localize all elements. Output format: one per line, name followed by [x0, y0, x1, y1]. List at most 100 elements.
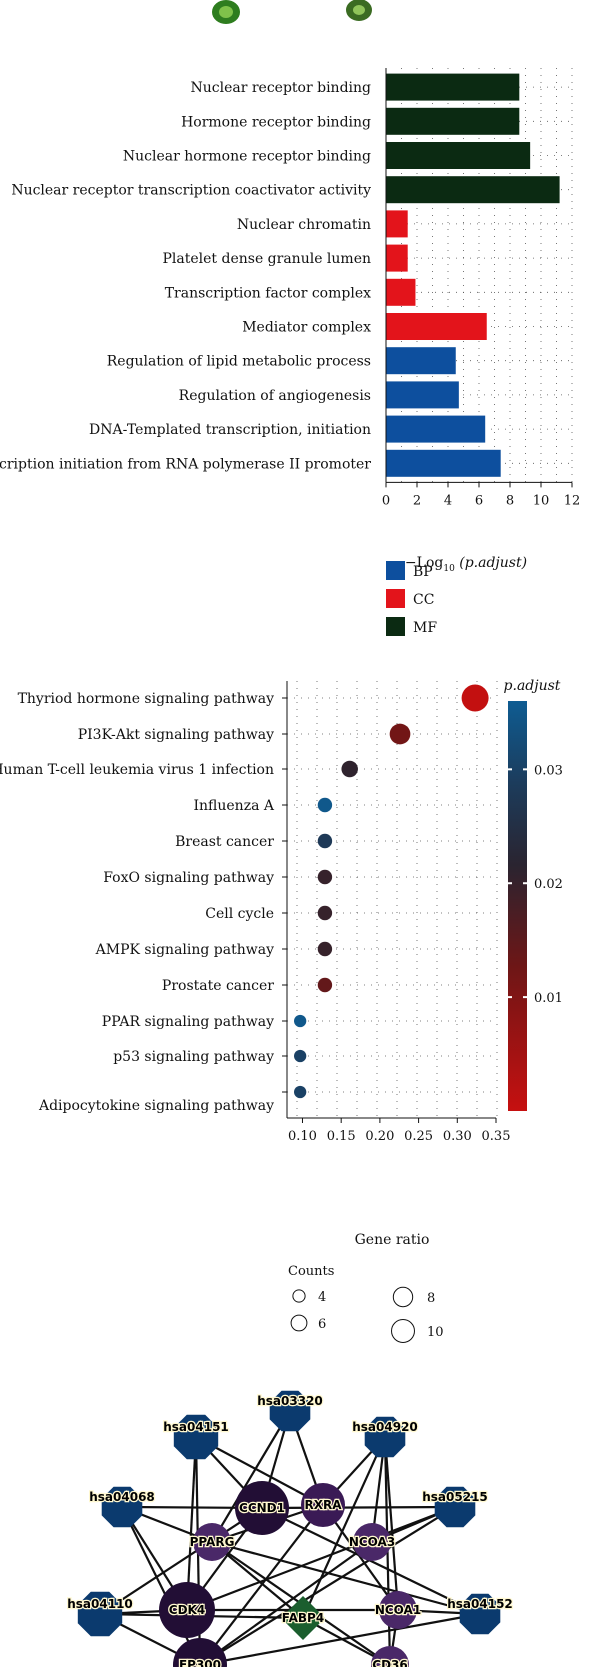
network-edge: [185, 1436, 198, 1611]
network-node-shape: [353, 1523, 391, 1561]
network-node-label: hsa03320: [257, 1394, 323, 1408]
network-node-hsa04152: hsa04152: [446, 1593, 514, 1635]
network-node-ncoa1: NCOA1: [374, 1591, 422, 1629]
colorbar-tick-label: 0.01: [534, 991, 563, 1006]
network-node-label: CCND1: [239, 1501, 285, 1515]
network-node-shape: [173, 1414, 219, 1460]
bar-category-label: Transcription initiation from RNA polyme…: [0, 456, 371, 472]
network-nodes: hsa03320 hsa04151 hsa04920 hsa04068 hsa05215…: [66, 1390, 514, 1667]
bar-bp: [386, 381, 459, 409]
dot-category-label: Breast cancer: [175, 834, 274, 850]
network-edge: [211, 1540, 481, 1616]
bar-bp: [386, 347, 456, 375]
bar-category-label: Mediator complex: [242, 320, 371, 336]
network-node-cdk4: CDK4: [159, 1582, 215, 1638]
dot-category-label: AMPK signaling pathway: [95, 942, 274, 958]
dot-point: [294, 1014, 307, 1028]
bar-mf: [386, 107, 520, 135]
bar-bp: [386, 449, 501, 477]
size-legend-circle: [391, 1319, 415, 1343]
network-node-ccnd1: CCND1: [235, 1481, 289, 1535]
colorbar-tick-label: 0.02: [534, 877, 563, 892]
network-node-label: hsa04110: [67, 1597, 133, 1611]
network-edge: [199, 1541, 373, 1666]
network-node-rxra: RXRA: [301, 1483, 345, 1527]
network-node-label: hsa04068: [89, 1490, 155, 1504]
dot-plot-category-labels: Thyriod hormone signaling pathway PI3K-Ak…: [0, 691, 275, 1114]
network-edge: [301, 1436, 387, 1619]
network-edge: [211, 1541, 304, 1619]
network-edge: [199, 1504, 324, 1666]
bar-x-tick-label: 4: [444, 493, 452, 508]
network-edge: [99, 1507, 263, 1615]
network-node-shape: [159, 1582, 215, 1638]
network-node-ep300: EP300: [173, 1638, 227, 1667]
size-legend-circle: [292, 1289, 306, 1303]
bar-x-tick-label: 12: [564, 493, 581, 508]
bar-mf: [386, 176, 560, 204]
bar-category-label: Nuclear receptor binding: [191, 80, 372, 96]
network-node-label: NCOA3: [349, 1535, 395, 1549]
network-edge: [121, 1506, 201, 1666]
network-node-shape: [77, 1591, 123, 1637]
colorbar-bar: [508, 701, 527, 1111]
dot-point: [317, 941, 333, 957]
network-node-label: hsa04920: [352, 1420, 418, 1434]
bar-cc: [386, 313, 487, 340]
dot-point: [317, 977, 333, 993]
bar-category-label: Regulation of lipid metabolic process: [107, 354, 371, 370]
p-adjust-colorbar: p.adjust 0.03 0.02 0.01: [504, 678, 563, 1111]
network-node-hsa04920: hsa04920: [351, 1416, 419, 1458]
dot-category-label: PPAR signaling pathway: [102, 1014, 274, 1030]
network-node-label: CD36: [372, 1658, 407, 1667]
network-node-hsa03320: hsa03320: [256, 1390, 324, 1432]
dot-point: [389, 723, 411, 745]
cropped-top-figure: [212, 0, 372, 24]
network-node-pparg: PPARG: [188, 1523, 236, 1561]
legend-swatch-bp: [386, 561, 405, 580]
network-node-label: FABP4: [282, 1611, 324, 1625]
network-edge: [186, 1505, 456, 1612]
bar-mf: [386, 73, 520, 101]
bar-mf: [386, 142, 531, 169]
network-node-label: PPARG: [190, 1535, 235, 1549]
dot-point: [294, 1085, 307, 1099]
network-node-shape: [459, 1593, 501, 1635]
network-node-shape: [379, 1591, 417, 1629]
dot-x-tick-label: 0.25: [404, 1129, 433, 1144]
size-legend-title: Counts: [288, 1264, 334, 1279]
kegg-dot-plot: Thyriod hormone signaling pathway PI3K-Ak…: [0, 678, 563, 1343]
dot-category-label: PI3K-Akt signaling pathway: [78, 727, 274, 743]
network-node-shape: [101, 1486, 143, 1528]
bar-x-tick-label: 8: [506, 493, 514, 508]
dot-point: [461, 684, 489, 712]
network-node-label: NCOA1: [375, 1603, 421, 1617]
network-node-hsa05215: hsa05215: [421, 1486, 489, 1528]
dot-plot-points: [294, 684, 489, 1099]
network-edge: [195, 1436, 324, 1506]
bar-chart-category-labels: Nuclear receptor binding Hormone receptor…: [0, 80, 371, 472]
bar-cc: [386, 278, 416, 306]
dot-point: [317, 833, 333, 849]
dot-category-label: Human T-cell leukemia virus 1 infection: [0, 762, 274, 778]
network-edge: [211, 1410, 291, 1543]
network-edge: [261, 1507, 481, 1615]
bar-chart-x-axis: 0 2 4 6 8 10 12: [382, 68, 580, 508]
bar-cc: [386, 244, 408, 272]
legend-label-bp: BP: [413, 564, 433, 580]
network-node-label: EP300: [179, 1658, 221, 1667]
network-node-shape: [434, 1486, 476, 1528]
bar-category-label: Platelet dense granule lumen: [163, 251, 372, 267]
network-node-label: hsa04152: [447, 1597, 513, 1611]
dot-plot-x-axis-title: Gene ratio: [355, 1232, 430, 1248]
size-legend-label: 10: [427, 1325, 444, 1340]
x-title-main: −Log: [405, 555, 443, 571]
legend-swatch-cc: [386, 589, 405, 608]
size-legend-label: 4: [318, 1290, 326, 1305]
bar-category-label: Transcription factor complex: [165, 285, 371, 301]
dot-category-label: Cell cycle: [205, 906, 274, 922]
bar-category-label: Nuclear chromatin: [237, 217, 371, 233]
size-legend-label: 8: [427, 1291, 435, 1306]
network-node-shape: [364, 1416, 406, 1458]
